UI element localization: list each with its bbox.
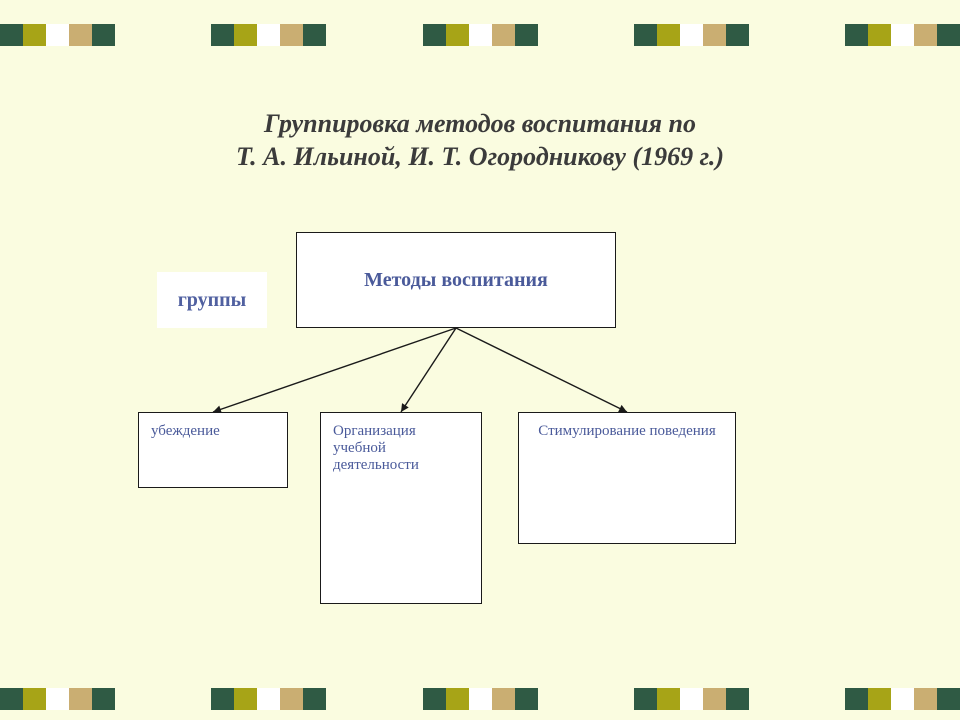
deco-segment xyxy=(914,24,937,46)
deco-segment xyxy=(914,688,937,710)
deco-segment xyxy=(303,688,326,710)
deco-segment xyxy=(634,688,657,710)
deco-segment xyxy=(211,24,234,46)
deco-segment xyxy=(891,24,914,46)
deco-segment xyxy=(680,688,703,710)
slide-title: Группировка методов воспитания по Т. А. … xyxy=(0,108,960,173)
deco-segment xyxy=(726,688,749,710)
deco-segment xyxy=(868,688,891,710)
deco-segment xyxy=(703,688,726,710)
deco-segment xyxy=(69,24,92,46)
child-1: убеждение xyxy=(138,412,288,488)
root-box: Методы воспитания xyxy=(296,232,616,328)
title-line-1: Группировка методов воспитания по xyxy=(264,109,696,138)
deco-segment xyxy=(0,24,23,46)
deco-group xyxy=(423,24,538,46)
decorative-bar-bottom xyxy=(0,688,960,710)
deco-segment xyxy=(92,24,115,46)
child-2: Организация учебной деятельности xyxy=(320,412,482,604)
deco-segment xyxy=(280,24,303,46)
deco-segment xyxy=(423,688,446,710)
deco-segment xyxy=(211,688,234,710)
deco-segment xyxy=(234,688,257,710)
groups-label: группы xyxy=(157,272,267,328)
deco-segment xyxy=(726,24,749,46)
deco-segment xyxy=(446,688,469,710)
deco-segment xyxy=(23,688,46,710)
deco-segment xyxy=(46,24,69,46)
deco-segment xyxy=(257,24,280,46)
deco-segment xyxy=(937,24,960,46)
deco-segment xyxy=(868,24,891,46)
deco-segment xyxy=(469,688,492,710)
deco-segment xyxy=(703,24,726,46)
deco-segment xyxy=(891,688,914,710)
deco-segment xyxy=(423,24,446,46)
deco-segment xyxy=(92,688,115,710)
deco-segment xyxy=(657,24,680,46)
deco-segment xyxy=(280,688,303,710)
groups-label-text: группы xyxy=(178,289,247,312)
deco-segment xyxy=(937,688,960,710)
deco-group xyxy=(0,688,115,710)
deco-group xyxy=(423,688,538,710)
deco-segment xyxy=(492,24,515,46)
deco-segment xyxy=(257,688,280,710)
deco-group xyxy=(634,24,749,46)
deco-group xyxy=(845,688,960,710)
deco-segment xyxy=(657,688,680,710)
deco-segment xyxy=(845,24,868,46)
deco-segment xyxy=(845,688,868,710)
deco-segment xyxy=(234,24,257,46)
deco-segment xyxy=(303,24,326,46)
deco-segment xyxy=(46,688,69,710)
root-box-text: Методы воспитания xyxy=(364,269,548,292)
deco-segment xyxy=(680,24,703,46)
deco-group xyxy=(845,24,960,46)
deco-segment xyxy=(69,688,92,710)
deco-segment xyxy=(0,688,23,710)
deco-segment xyxy=(515,688,538,710)
deco-segment xyxy=(515,24,538,46)
deco-segment xyxy=(492,688,515,710)
decorative-bar-top xyxy=(0,24,960,46)
deco-segment xyxy=(634,24,657,46)
deco-segment xyxy=(469,24,492,46)
deco-segment xyxy=(446,24,469,46)
title-line-2: Т. А. Ильиной, И. Т. Огородникову (1969 … xyxy=(236,142,724,171)
deco-group xyxy=(211,24,326,46)
deco-segment xyxy=(23,24,46,46)
deco-group xyxy=(0,24,115,46)
deco-group xyxy=(211,688,326,710)
deco-group xyxy=(634,688,749,710)
child-3: Стимулирование поведения xyxy=(518,412,736,544)
